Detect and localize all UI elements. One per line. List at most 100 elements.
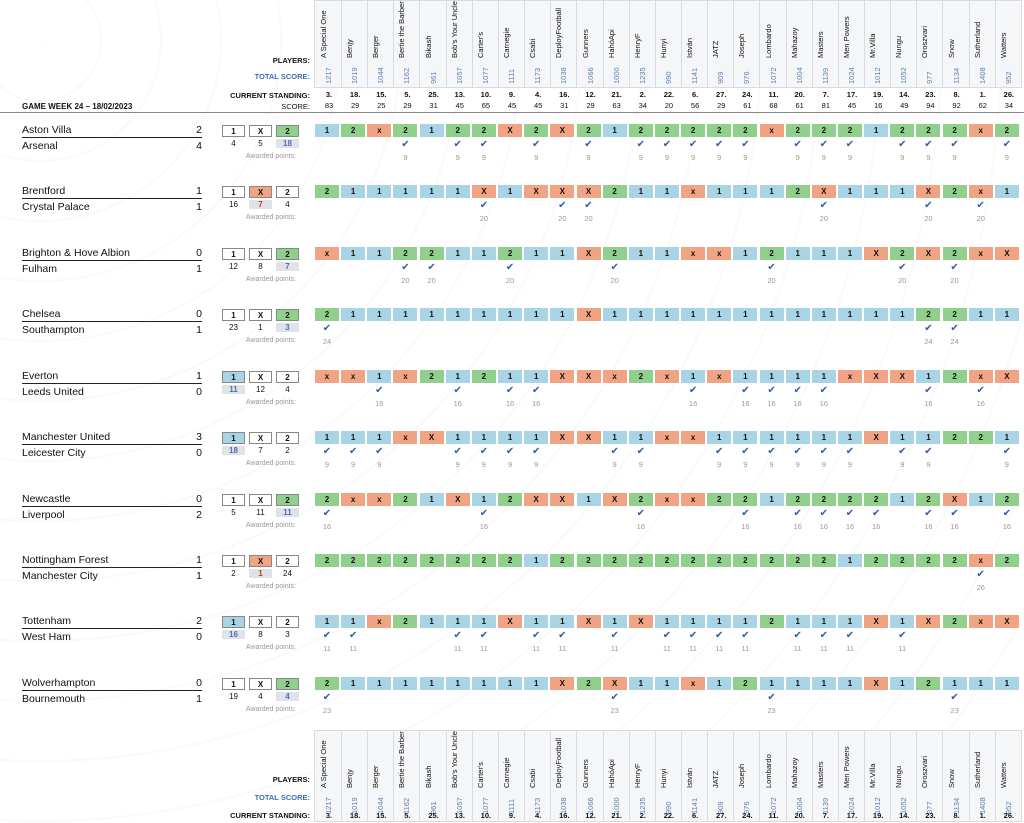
- player-name[interactable]: Snow: [947, 769, 956, 788]
- player-name[interactable]: Lombardo: [764, 24, 773, 58]
- tip-cell: 1: [889, 614, 916, 629]
- player-name[interactable]: Berger: [372, 765, 381, 788]
- option-count: 5: [258, 139, 263, 148]
- player-name[interactable]: Bikash: [424, 765, 433, 788]
- check-icon: ✔: [453, 630, 462, 641]
- tip-cell: 1: [706, 184, 733, 199]
- player-name[interactable]: Bob's Your Uncle: [450, 731, 459, 788]
- player-name[interactable]: Mr.Villa: [869, 33, 878, 58]
- player-column-top: [342, 0, 369, 88]
- player-name[interactable]: Benjy: [346, 39, 355, 58]
- awarded-points: 9: [926, 460, 931, 469]
- player-name[interactable]: Joseph: [738, 33, 747, 58]
- player-name[interactable]: István: [686, 37, 695, 58]
- player-column-top: [551, 0, 578, 88]
- player-name[interactable]: HenryF: [633, 33, 642, 58]
- player-gameweek-score: 25: [377, 101, 386, 110]
- player-standing: 20.: [794, 811, 805, 820]
- check-icon: ✔: [898, 446, 907, 457]
- player-name[interactable]: Mahazoy: [790, 757, 799, 788]
- player-name[interactable]: Masters: [816, 31, 825, 58]
- player-name[interactable]: HahóApi: [607, 759, 616, 788]
- check-icon: ✔: [819, 385, 829, 396]
- player-name[interactable]: Bob's Your Uncle: [450, 1, 459, 58]
- player-name[interactable]: DeployFootball: [555, 737, 564, 788]
- player-name[interactable]: Carnegie: [503, 27, 512, 58]
- player-name[interactable]: JATZ: [712, 40, 721, 58]
- player-name[interactable]: JATZ: [712, 770, 721, 788]
- player-name[interactable]: Sutherland: [973, 21, 982, 58]
- player-name[interactable]: Csabi: [529, 768, 538, 788]
- tip-cell: 1: [889, 184, 916, 199]
- awarded-points: 20: [505, 276, 515, 285]
- player-name[interactable]: Men Powers: [843, 746, 851, 788]
- tip-cell: 1: [837, 246, 863, 261]
- player-name[interactable]: HahóApi: [607, 29, 616, 58]
- player-name[interactable]: Oroszvari: [921, 25, 930, 58]
- option-count: 7: [276, 262, 299, 271]
- player-name[interactable]: Joseph: [738, 763, 747, 788]
- player-name[interactable]: Snow: [947, 39, 956, 58]
- player-name[interactable]: Benjy: [346, 769, 355, 788]
- player-name[interactable]: Carter's: [476, 31, 485, 58]
- check-icon: ✔: [1002, 446, 1012, 457]
- player-standing: 23.: [925, 90, 936, 99]
- player-name[interactable]: Hunyi: [659, 38, 668, 58]
- player-name[interactable]: Bikash: [424, 35, 433, 58]
- option-box: 2: [276, 494, 299, 506]
- player-name[interactable]: A Special One: [320, 10, 328, 58]
- player-name[interactable]: Carnegie: [503, 757, 512, 788]
- tip-cell: 2: [523, 123, 550, 138]
- player-name[interactable]: Lombardo: [764, 754, 773, 788]
- player-name[interactable]: Gunners: [581, 759, 590, 788]
- player-name[interactable]: Nungu: [895, 35, 904, 58]
- player-name[interactable]: Bertie the Barber: [398, 731, 407, 788]
- player-name[interactable]: HenryF: [633, 763, 642, 788]
- current-standing-label-bottom: CURRENT STANDING:: [230, 811, 310, 820]
- tip-cell: 1: [549, 307, 576, 322]
- player-gameweek-score: 45: [507, 101, 517, 110]
- player-gameweek-score: 61: [743, 101, 752, 110]
- player-name[interactable]: Csabi: [529, 38, 538, 58]
- player-name[interactable]: A Special One: [320, 740, 328, 788]
- awarded-points-label: Awarded points:: [245, 583, 296, 590]
- awarded-points: 9: [455, 153, 460, 162]
- player-name[interactable]: Gunners: [581, 29, 590, 58]
- awarded-points-label: Awarded points:: [245, 460, 296, 467]
- tip-cell: 1: [497, 430, 524, 445]
- player-name[interactable]: Bertie the Barber: [398, 1, 407, 58]
- awarded-points: 9: [743, 460, 748, 469]
- awarded-points: 9: [586, 153, 591, 162]
- away-goals: 1: [196, 570, 202, 582]
- player-total-score: 976: [742, 71, 752, 84]
- awarded-points: 9: [900, 153, 905, 162]
- player-standing: 9.: [508, 90, 516, 99]
- player-name[interactable]: Oroszvari: [921, 755, 930, 788]
- player-name[interactable]: DeployFootball: [555, 7, 564, 58]
- home-team: Manchester United: [22, 430, 202, 445]
- player-name[interactable]: Mahazoy: [790, 27, 799, 58]
- player-name[interactable]: Berger: [372, 35, 381, 58]
- check-icon: ✔: [950, 508, 959, 519]
- player-total-score: 1139: [820, 67, 830, 84]
- players-label: PLAYERS:: [272, 56, 310, 65]
- player-name[interactable]: Sutherland: [973, 751, 982, 788]
- tip-cell: X: [444, 492, 471, 507]
- player-name[interactable]: Watters: [999, 32, 1008, 58]
- player-name[interactable]: Nungu: [895, 765, 904, 788]
- player-name[interactable]: Men Powers: [843, 16, 851, 58]
- tip-cell: 2: [653, 553, 680, 568]
- player-name[interactable]: Hunyi: [659, 768, 668, 788]
- tip-cell: 2: [418, 553, 445, 568]
- player-name[interactable]: Masters: [816, 761, 825, 788]
- player-name[interactable]: Watters: [999, 762, 1008, 788]
- home-team: Wolverhampton: [22, 676, 202, 691]
- tip-cell: x: [758, 123, 785, 138]
- player-column-top: [734, 0, 761, 88]
- player-name[interactable]: István: [686, 767, 695, 788]
- option-box: X: [249, 371, 272, 383]
- player-name[interactable]: Carter's: [476, 761, 485, 788]
- player-total-score: 1057: [454, 67, 464, 84]
- player-name[interactable]: Mr.Villa: [869, 763, 878, 788]
- tip-cell: 1: [601, 614, 628, 629]
